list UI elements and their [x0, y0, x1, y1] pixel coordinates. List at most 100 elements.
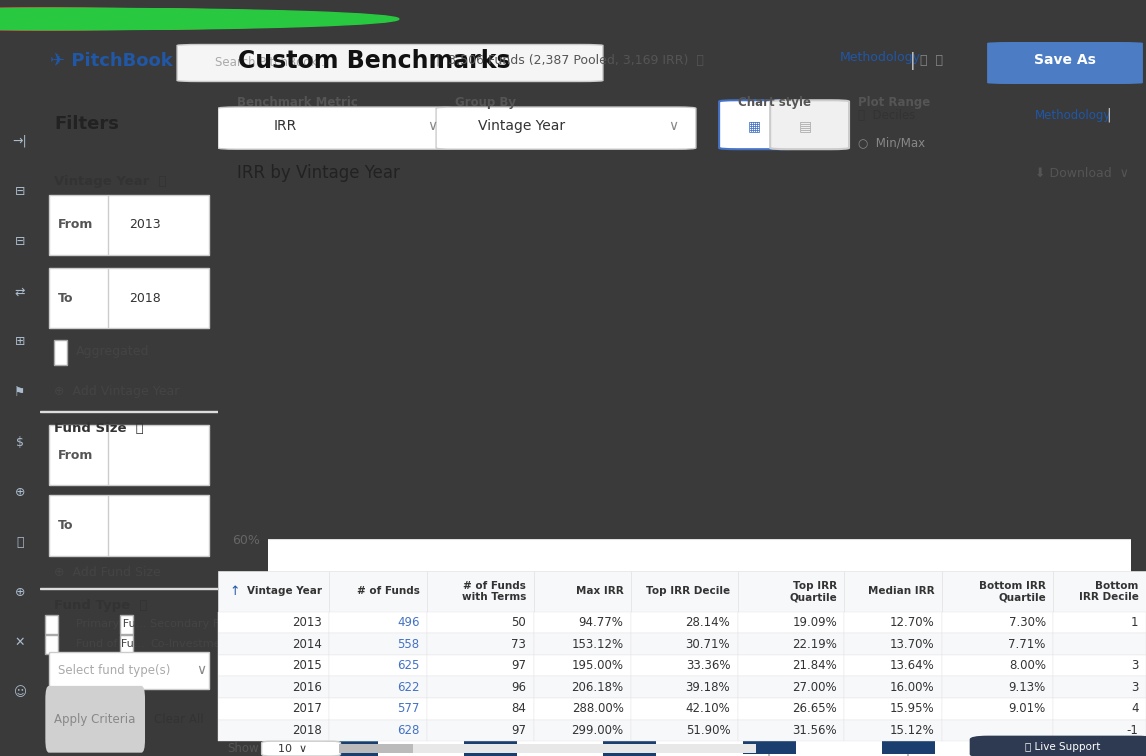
- Text: Fund Size  ⓘ: Fund Size ⓘ: [54, 422, 144, 435]
- Text: Fund of Fu...: Fund of Fu...: [76, 640, 144, 649]
- Text: ⚑: ⚑: [15, 386, 25, 398]
- Bar: [464, 735, 517, 756]
- Bar: [845, 634, 942, 655]
- Bar: [743, 678, 795, 725]
- Text: Primary Fu...: Primary Fu...: [76, 619, 146, 630]
- Bar: [218, 571, 329, 612]
- Text: ⊕: ⊕: [15, 586, 25, 599]
- Text: 12.70%: 12.70%: [889, 616, 934, 629]
- Text: →|: →|: [13, 135, 28, 148]
- Bar: [325, 739, 378, 756]
- Text: 97: 97: [511, 659, 526, 672]
- Text: Benchmark Metric: Benchmark Metric: [236, 96, 358, 109]
- Bar: [604, 700, 657, 735]
- Text: 4: 4: [1131, 702, 1139, 715]
- Bar: [631, 612, 738, 634]
- Bar: [338, 744, 756, 753]
- Bar: [845, 677, 942, 698]
- Text: 96: 96: [511, 680, 526, 694]
- Text: ↑: ↑: [229, 585, 240, 598]
- Bar: [426, 634, 534, 655]
- Bar: [743, 725, 795, 754]
- Text: ○  Min/Max: ○ Min/Max: [858, 136, 926, 149]
- Text: IRR by Vintage Year: IRR by Vintage Year: [236, 165, 400, 182]
- FancyBboxPatch shape: [49, 495, 209, 556]
- Bar: [54, 340, 66, 365]
- Bar: [329, 655, 426, 677]
- Bar: [845, 655, 942, 677]
- Bar: [942, 720, 1053, 741]
- Text: 73: 73: [511, 637, 526, 651]
- Bar: [426, 720, 534, 741]
- Bar: [845, 571, 942, 612]
- Bar: [881, 725, 935, 754]
- Text: # of Funds
with Terms: # of Funds with Terms: [462, 581, 526, 602]
- Text: Vintage Year: Vintage Year: [478, 119, 565, 133]
- Bar: [942, 698, 1053, 720]
- Text: Group By: Group By: [455, 96, 516, 109]
- Text: Methodology: Methodology: [1035, 109, 1110, 122]
- Bar: [845, 612, 942, 634]
- Bar: [329, 698, 426, 720]
- Text: IRR: IRR: [274, 119, 297, 133]
- FancyBboxPatch shape: [970, 736, 1146, 756]
- Bar: [329, 677, 426, 698]
- Bar: [845, 698, 942, 720]
- Circle shape: [0, 8, 348, 29]
- Text: -1: -1: [1127, 724, 1139, 737]
- Bar: [46, 615, 57, 634]
- Text: 33.36%: 33.36%: [685, 659, 730, 672]
- FancyBboxPatch shape: [218, 107, 455, 149]
- Text: ⬇ Download  ∨: ⬇ Download ∨: [1035, 167, 1129, 180]
- Bar: [631, 655, 738, 677]
- Bar: [1053, 720, 1146, 741]
- Text: ▦: ▦: [748, 119, 761, 133]
- Text: ⊕  Add Fund Size: ⊕ Add Fund Size: [54, 565, 160, 579]
- Bar: [338, 744, 413, 753]
- Text: 1: 1: [1131, 616, 1139, 629]
- Text: 195.00%: 195.00%: [572, 659, 623, 672]
- Text: From: From: [57, 218, 93, 231]
- Text: 2013: 2013: [129, 218, 160, 231]
- Text: |: |: [1106, 108, 1110, 122]
- Text: Aggregated: Aggregated: [76, 345, 149, 358]
- Bar: [1053, 571, 1146, 612]
- Bar: [329, 720, 426, 741]
- Text: 577: 577: [397, 702, 419, 715]
- Text: ⇄: ⇄: [15, 285, 25, 298]
- Text: Apply Criteria: Apply Criteria: [55, 713, 136, 726]
- Text: ✕: ✕: [15, 636, 25, 649]
- Text: # of Funds: # of Funds: [356, 587, 419, 596]
- Bar: [631, 677, 738, 698]
- Bar: [534, 634, 631, 655]
- FancyBboxPatch shape: [49, 426, 209, 485]
- Text: Co-Investment: Co-Investment: [150, 640, 233, 649]
- Text: 16.00%: 16.00%: [889, 680, 934, 694]
- Bar: [218, 677, 329, 698]
- Text: 622: 622: [397, 680, 419, 694]
- Text: 9.01%: 9.01%: [1008, 702, 1046, 715]
- Text: Search PitchBook...: Search PitchBook...: [215, 57, 329, 70]
- Text: Clear All: Clear All: [154, 713, 204, 726]
- Text: 2014: 2014: [292, 637, 322, 651]
- Text: 30.71%: 30.71%: [685, 637, 730, 651]
- Text: 28.14%: 28.14%: [685, 616, 730, 629]
- Bar: [631, 634, 738, 655]
- Bar: [738, 655, 845, 677]
- Bar: [1053, 655, 1146, 677]
- FancyBboxPatch shape: [987, 42, 1143, 84]
- Text: 💬 Live Support: 💬 Live Support: [1025, 742, 1100, 751]
- Bar: [426, 571, 534, 612]
- FancyBboxPatch shape: [437, 107, 696, 149]
- Text: 50: 50: [511, 616, 526, 629]
- Bar: [534, 655, 631, 677]
- Bar: [120, 615, 133, 634]
- FancyBboxPatch shape: [720, 101, 798, 149]
- Bar: [426, 655, 534, 677]
- Text: 51.90%: 51.90%: [685, 724, 730, 737]
- Text: Top IRR Decile: Top IRR Decile: [646, 587, 730, 596]
- Text: ⊟: ⊟: [15, 235, 25, 248]
- Bar: [631, 571, 738, 612]
- Text: Filters: Filters: [54, 115, 119, 133]
- Text: ✈ PitchBook: ✈ PitchBook: [50, 51, 173, 70]
